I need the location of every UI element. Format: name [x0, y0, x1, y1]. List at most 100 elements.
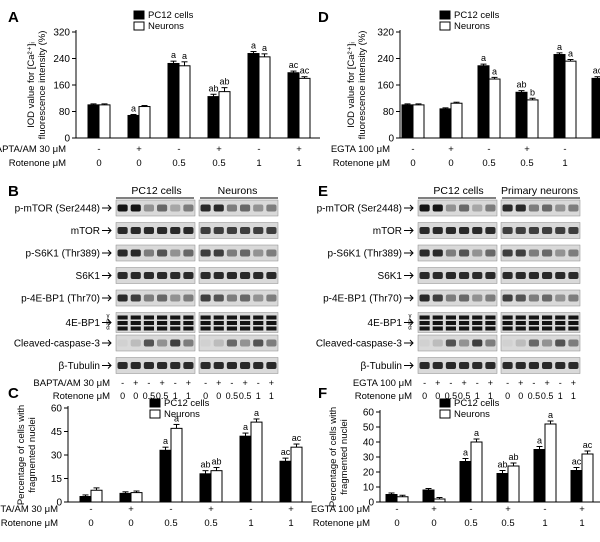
blot-band — [157, 249, 168, 257]
isoform-label: α — [408, 326, 412, 332]
neurons-bar — [98, 104, 111, 139]
blot-band — [515, 339, 526, 347]
blot-band-label: S6K1 — [76, 271, 101, 282]
y-axis-label-line: IOD value for [Ca²⁺]ᵢ — [26, 42, 37, 128]
blot-strip — [115, 199, 196, 217]
treatment-value: 1 — [488, 391, 493, 401]
y-tick-label: 30 — [51, 451, 63, 462]
blot-band — [266, 362, 277, 369]
treatment-value: - — [89, 504, 92, 515]
isoform-label: β — [106, 320, 110, 326]
treatment-row-label: Rotenone μM — [9, 158, 66, 169]
significance-label: b — [530, 87, 535, 97]
arrow-icon — [404, 249, 414, 257]
blot-band — [459, 315, 470, 320]
blot-group-title: Primary neurons — [501, 185, 578, 197]
blot-strip — [417, 244, 498, 262]
arrow-icon — [404, 339, 414, 347]
blot-band — [200, 326, 211, 331]
blot-band — [485, 321, 496, 325]
y-axis-label: IOD value for [Ca²⁺]ᵢfluorescence intens… — [26, 31, 48, 140]
treatment-value: - — [97, 144, 100, 155]
treatment-value: 0.5 — [445, 391, 458, 401]
treatment-value: 0.5 — [464, 518, 477, 529]
blot-band-label: Cleaved-caspase-3 — [316, 339, 403, 350]
blot-band — [143, 294, 154, 302]
neurons-bar — [450, 102, 463, 139]
pc12-bar — [515, 91, 528, 139]
blot-band — [253, 249, 264, 257]
blot-band — [485, 315, 496, 320]
treatment-value: 0 — [88, 518, 93, 529]
y-axis-label-line: Percentage of cells with — [328, 407, 339, 507]
treatment-value: 0 — [120, 391, 125, 401]
significance-label: a — [131, 103, 136, 113]
blot-band — [472, 272, 483, 279]
blot-strip — [417, 222, 498, 239]
treatment-value: - — [543, 504, 546, 515]
blot-band — [568, 294, 579, 302]
blot-strip — [500, 267, 581, 284]
blot-band — [226, 272, 237, 279]
blot-band — [528, 362, 539, 369]
neurons-bar — [488, 78, 501, 139]
blot-band — [542, 321, 553, 325]
neurons-bar — [298, 77, 311, 139]
blot-band-label: β-Tubulin — [58, 361, 100, 372]
legend-swatch — [133, 21, 145, 31]
blot-band — [213, 321, 224, 325]
isoform-label: γ — [409, 314, 412, 320]
blot-band — [459, 272, 470, 279]
y-tick-label: 10 — [363, 483, 375, 494]
treatment-value: 1 — [186, 391, 191, 401]
significance-label: a — [474, 428, 479, 438]
significance-label: a — [174, 413, 179, 423]
blot-band — [445, 272, 456, 279]
blot-band — [432, 362, 443, 369]
significance-label: a — [262, 43, 267, 53]
panel-a: A 0 80 160 240 320 IOD value for [Ca²⁺]ᵢfluore… — [0, 9, 320, 169]
blot-strip — [198, 357, 279, 374]
treatment-value: 1 — [296, 158, 301, 169]
pc12-bar — [199, 473, 212, 503]
blot-band — [157, 227, 168, 234]
treatment-value: 0 — [518, 391, 523, 401]
blot-band — [266, 249, 277, 257]
pc12-bar — [496, 473, 509, 503]
blot-band — [472, 321, 483, 325]
blot-band — [200, 315, 211, 320]
blot-band — [157, 315, 168, 320]
y-tick-label: 160 — [377, 81, 394, 92]
blot-band-label: 4E-BP1 — [66, 318, 101, 329]
pc12-bar — [533, 449, 546, 503]
blot-band — [485, 249, 496, 257]
blot-band — [266, 272, 277, 279]
panel-letter: A — [8, 9, 19, 26]
blot-group-title: PC12 cells — [433, 185, 483, 197]
blot-band — [117, 321, 128, 325]
treatment-value: 0 — [203, 391, 208, 401]
blot-strip — [115, 222, 196, 239]
blot-band — [226, 326, 237, 331]
blot-band — [432, 326, 443, 331]
panel-d: D 0 80 160 240 320 IOD value for [Ca²⁺]ᵢfluore… — [318, 9, 600, 169]
y-tick-label: 0 — [56, 498, 62, 509]
pc12-bar — [385, 494, 398, 503]
y-tick-label: 80 — [383, 107, 395, 118]
blot-band — [459, 227, 470, 234]
blot-band — [432, 315, 443, 320]
blot-band — [157, 321, 168, 325]
treatment-value: 0 — [505, 391, 510, 401]
arrow-icon — [404, 319, 414, 326]
pc12-bar — [570, 470, 583, 503]
treatment-value: 0.5 — [212, 158, 225, 169]
neurons-bar — [210, 470, 223, 503]
pc12-bar — [127, 114, 140, 139]
significance-label: a — [254, 408, 259, 418]
neurons-bar — [138, 106, 151, 139]
blot-band — [170, 326, 181, 331]
blot-band — [528, 227, 539, 234]
pc12-bar — [591, 77, 600, 139]
treatment-value: 0.5 — [528, 391, 541, 401]
